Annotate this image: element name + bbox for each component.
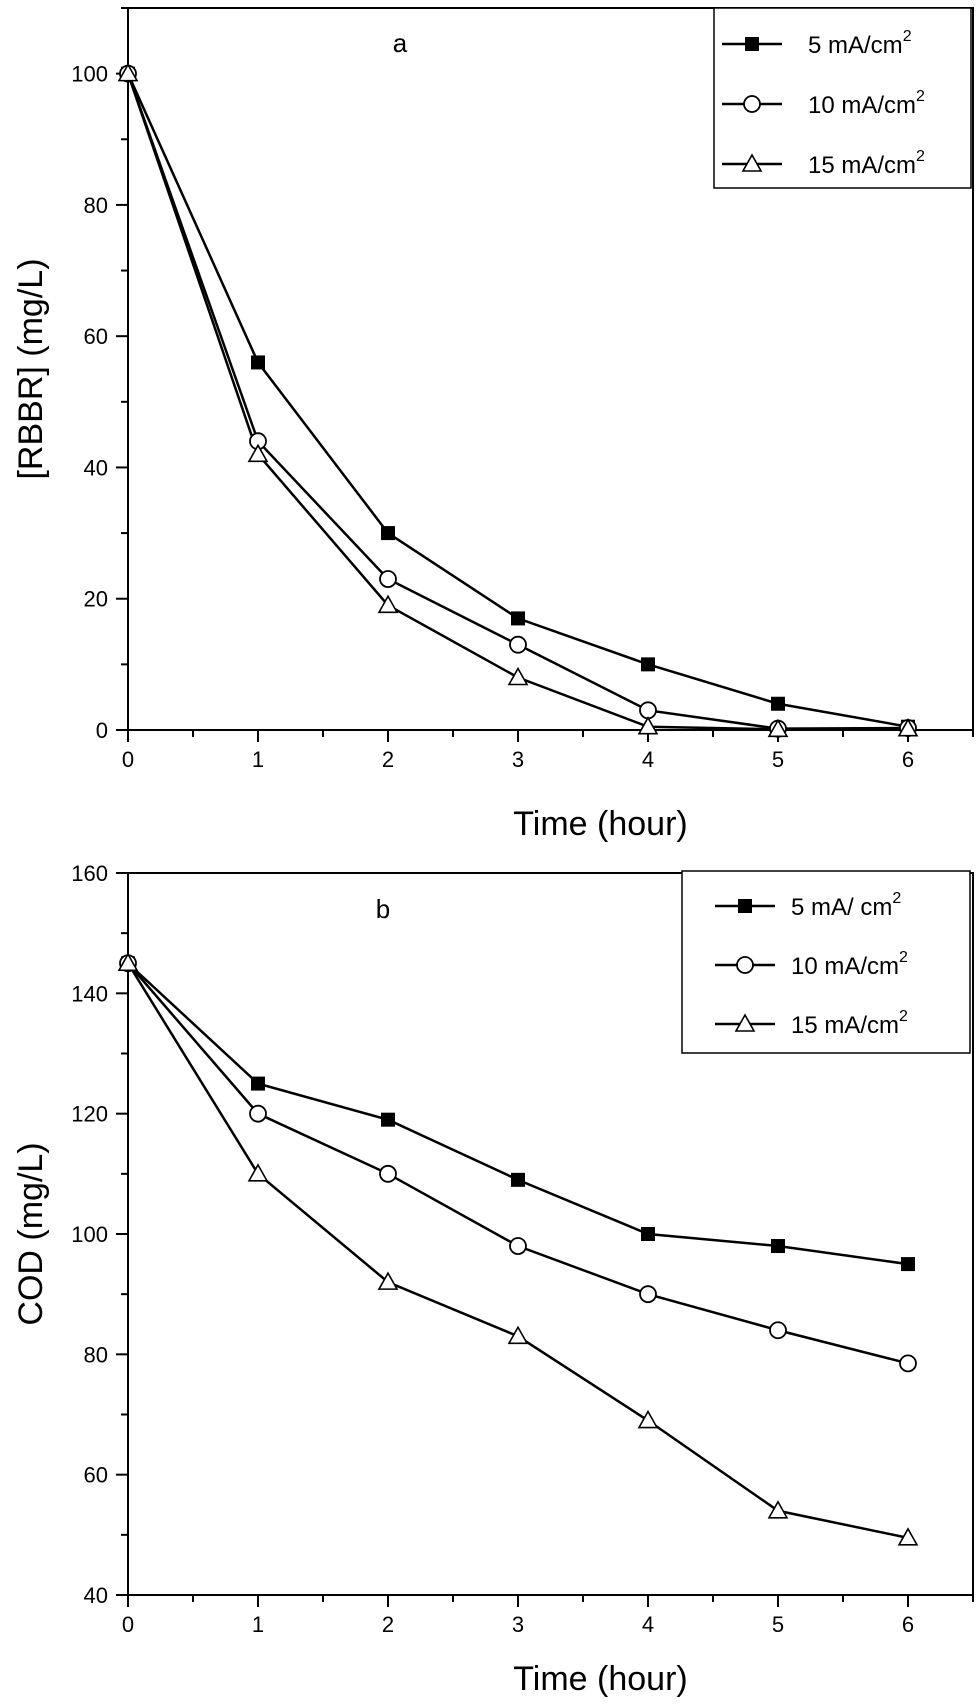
data-point-series-1 (511, 611, 525, 626)
data-point-series-2 (509, 635, 527, 654)
legend-label-superscript: 2 (899, 1008, 908, 1025)
y-tick-label: 80 (84, 1342, 108, 1367)
x-tick-label: 1 (252, 1612, 264, 1637)
legend-label-superscript: 2 (903, 28, 912, 45)
data-point-series-3 (377, 594, 399, 614)
legend-label: 10 mA/cm2 (808, 88, 925, 119)
legend-label: 10 mA/cm2 (791, 949, 908, 980)
data-point-series-3 (637, 716, 659, 735)
y-tick-label: 20 (84, 587, 108, 612)
y-tick-label: 60 (84, 324, 108, 349)
legend-label-text: 5 mA/cm (808, 32, 903, 59)
x-axis-title: Time (hour) (513, 805, 687, 843)
data-point-series-3 (117, 952, 139, 972)
data-point-series-3 (117, 63, 139, 82)
y-tick-label: 120 (71, 1102, 108, 1127)
y-axis-title: COD (mg/L) (12, 1142, 50, 1325)
legend-label: 5 mA/ cm2 (791, 890, 901, 921)
y-tick-label: 80 (84, 193, 108, 218)
legend-box (681, 870, 971, 1054)
data-point-series-1 (641, 1227, 655, 1241)
x-tick-label: 3 (512, 747, 524, 772)
data-point-series-2 (899, 1354, 917, 1373)
data-point-series-1 (381, 1112, 395, 1127)
y-tick-label: 40 (84, 1583, 108, 1608)
x-tick-label: 2 (382, 1612, 394, 1637)
y-tick-label: 0 (96, 718, 108, 743)
legend-marker (738, 899, 752, 913)
legend-label-text: 15 mA/cm (791, 1012, 899, 1039)
x-tick-label: 5 (772, 1612, 784, 1637)
legend-marker (736, 956, 754, 974)
data-point-series-3 (247, 1163, 269, 1182)
data-point-series-3 (637, 1409, 659, 1429)
y-tick-label: 100 (71, 62, 108, 87)
legend-label-superscript: 2 (899, 949, 908, 966)
data-point-series-3 (897, 1527, 919, 1546)
y-tick-label: 100 (71, 1222, 108, 1247)
plot-frame (127, 7, 974, 731)
data-point-series-1 (771, 696, 785, 711)
panel-label: b (376, 894, 390, 924)
legend-label-superscript: 2 (916, 148, 925, 165)
data-point-series-3 (377, 1271, 399, 1290)
data-point-series-2 (509, 1237, 527, 1255)
y-axis-title: [RBBR] (mg/L) (12, 258, 50, 479)
legend-label: 15 mA/cm2 (791, 1008, 908, 1039)
y-tick-label: 140 (71, 981, 108, 1006)
legend-label-text: 5 mA/ cm (791, 894, 892, 921)
x-tick-label: 0 (122, 1612, 134, 1637)
x-tick-label: 3 (512, 1612, 524, 1637)
x-tick-label: 4 (642, 747, 654, 772)
legend-label-text: 10 mA/cm (808, 92, 916, 119)
data-point-series-1 (641, 657, 655, 672)
legend-label-superscript: 2 (892, 890, 901, 907)
data-point-series-1 (251, 1076, 265, 1091)
panel-label: a (393, 28, 408, 58)
legend-label: 5 mA/cm2 (808, 28, 912, 59)
legend-label: 15 mA/cm2 (808, 148, 925, 179)
data-point-series-3 (507, 666, 529, 686)
data-point-series-1 (251, 355, 265, 370)
x-tick-label: 1 (252, 747, 264, 772)
data-point-series-1 (381, 526, 395, 541)
x-tick-label: 4 (642, 1612, 654, 1637)
data-point-series-3 (897, 718, 919, 737)
data-point-series-2 (379, 1164, 397, 1183)
chart-panel-b: 0 1 2 3 4 5 6 40 60 80 100 120 140 160 Time (hour) COD … (12, 861, 974, 1698)
y-tick-label: 160 (71, 861, 108, 886)
data-point-series-2 (769, 1321, 787, 1340)
legend-label-superscript: 2 (916, 88, 925, 105)
x-tick-label: 6 (902, 1612, 914, 1637)
data-point-series-1 (771, 1239, 785, 1254)
x-tick-label: 6 (902, 747, 914, 772)
data-point-series-2 (379, 570, 397, 588)
x-axis-title: Time (hour) (513, 1660, 687, 1698)
y-tick-label: 60 (84, 1463, 108, 1488)
x-tick-label: 2 (382, 747, 394, 772)
data-point-series-3 (767, 718, 789, 738)
data-point-series-3 (767, 1500, 789, 1519)
legend-marker (745, 37, 759, 51)
legend-marker (734, 1013, 756, 1032)
data-point-series-2 (249, 1104, 267, 1123)
legend-label-text: 15 mA/cm (808, 152, 916, 179)
legend-marker (743, 95, 761, 113)
x-tick-label: 5 (772, 747, 784, 772)
data-point-series-1 (901, 1257, 915, 1272)
data-point-series-3 (507, 1325, 529, 1345)
y-tick-label: 40 (84, 455, 108, 480)
x-tick-label: 0 (122, 747, 134, 772)
data-point-series-3 (247, 443, 269, 463)
data-point-series-2 (639, 1285, 657, 1304)
data-point-series-1 (511, 1172, 525, 1187)
legend-label-text: 10 mA/cm (791, 953, 899, 980)
legend-marker (741, 153, 763, 172)
data-point-series-2 (639, 701, 657, 720)
